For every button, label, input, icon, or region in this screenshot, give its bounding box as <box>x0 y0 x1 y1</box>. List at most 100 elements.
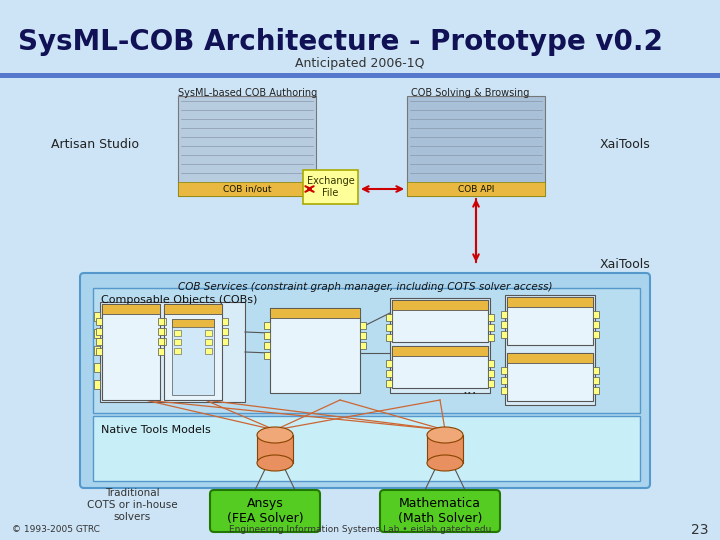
Bar <box>94 363 100 372</box>
Bar <box>160 318 166 325</box>
Text: COB Services (constraint graph manager, including COTS solver access): COB Services (constraint graph manager, … <box>178 282 552 292</box>
Bar <box>386 370 392 377</box>
Text: Composable Objects (COBs): Composable Objects (COBs) <box>101 295 257 305</box>
Bar <box>501 377 507 384</box>
Bar <box>360 332 366 339</box>
Bar <box>164 304 222 400</box>
Bar <box>593 311 599 318</box>
Bar <box>264 342 270 349</box>
Bar <box>488 324 494 331</box>
Bar <box>158 328 164 335</box>
Bar <box>427 435 463 463</box>
Bar <box>593 377 599 384</box>
Bar <box>93 416 640 481</box>
Bar <box>501 321 507 328</box>
Bar <box>94 329 100 338</box>
Bar <box>96 318 102 325</box>
Bar <box>174 348 181 354</box>
Text: SysML-COB Architecture - Prototype v0.2: SysML-COB Architecture - Prototype v0.2 <box>18 28 663 56</box>
Bar <box>507 297 593 307</box>
Bar <box>392 346 488 356</box>
Bar <box>386 360 392 367</box>
Ellipse shape <box>427 455 463 471</box>
Bar <box>264 322 270 329</box>
Bar <box>390 298 490 393</box>
Bar <box>392 346 488 388</box>
Ellipse shape <box>427 427 463 443</box>
Bar <box>360 322 366 329</box>
Bar <box>386 380 392 387</box>
Bar <box>303 170 358 204</box>
Text: Mathematica
(Math Solver): Mathematica (Math Solver) <box>398 497 482 525</box>
Bar <box>392 300 488 310</box>
Text: Anticipated 2006-1Q: Anticipated 2006-1Q <box>295 57 425 70</box>
Bar <box>158 348 164 355</box>
Bar <box>593 367 599 374</box>
Bar <box>488 360 494 367</box>
Bar <box>160 338 166 345</box>
Bar <box>488 334 494 341</box>
Bar <box>102 304 160 400</box>
Bar <box>205 330 212 336</box>
Bar <box>174 339 181 345</box>
Bar <box>96 348 102 355</box>
Bar <box>205 339 212 345</box>
Bar <box>0 73 720 78</box>
Text: XaiTools: XaiTools <box>600 259 650 272</box>
Bar <box>93 288 640 413</box>
Text: COB Solving & Browsing: COB Solving & Browsing <box>411 88 529 98</box>
Bar <box>386 324 392 331</box>
Ellipse shape <box>257 427 293 443</box>
Bar <box>158 338 164 345</box>
Bar <box>222 338 228 345</box>
Bar <box>270 308 360 318</box>
Ellipse shape <box>257 455 293 471</box>
Text: ...: ... <box>463 382 477 397</box>
Bar <box>222 328 228 335</box>
Bar <box>593 321 599 328</box>
Text: SysML-based COB Authoring: SysML-based COB Authoring <box>179 88 318 98</box>
Bar <box>407 96 545 196</box>
Bar <box>178 182 316 196</box>
FancyBboxPatch shape <box>380 490 500 532</box>
Text: XaiTools: XaiTools <box>600 138 650 152</box>
Bar <box>94 312 100 321</box>
Bar <box>96 338 102 345</box>
Bar <box>158 318 164 325</box>
Bar <box>160 328 166 335</box>
Bar <box>94 380 100 389</box>
Bar <box>205 348 212 354</box>
Bar <box>100 302 245 402</box>
Bar <box>270 308 360 393</box>
Bar <box>501 311 507 318</box>
Bar <box>360 342 366 349</box>
Bar <box>505 295 595 405</box>
Bar <box>488 370 494 377</box>
Bar <box>488 380 494 387</box>
Text: Traditional
COTS or in-house
solvers: Traditional COTS or in-house solvers <box>86 488 177 522</box>
Bar <box>507 353 593 401</box>
Bar <box>264 352 270 359</box>
Bar <box>386 314 392 321</box>
Bar <box>94 346 100 355</box>
Bar <box>392 300 488 342</box>
Text: Engineering Information Systems Lab • eislab.gatech.edu: Engineering Information Systems Lab • ei… <box>229 525 491 535</box>
Text: © 1993-2005 GTRC: © 1993-2005 GTRC <box>12 525 100 535</box>
Bar <box>501 367 507 374</box>
Bar <box>386 334 392 341</box>
Bar <box>593 387 599 394</box>
Text: Ansys
(FEA Solver): Ansys (FEA Solver) <box>227 497 303 525</box>
Bar <box>174 330 181 336</box>
Bar <box>172 319 214 395</box>
Bar <box>593 331 599 338</box>
Text: Exchange
File: Exchange File <box>307 176 354 198</box>
Text: COB API: COB API <box>458 185 494 193</box>
Bar <box>407 182 545 196</box>
Bar <box>507 353 593 363</box>
Text: Artisan Studio: Artisan Studio <box>51 138 139 152</box>
Bar <box>264 332 270 339</box>
FancyBboxPatch shape <box>80 273 650 488</box>
Bar <box>501 331 507 338</box>
Bar <box>222 318 228 325</box>
Text: COB in/out: COB in/out <box>222 185 271 193</box>
